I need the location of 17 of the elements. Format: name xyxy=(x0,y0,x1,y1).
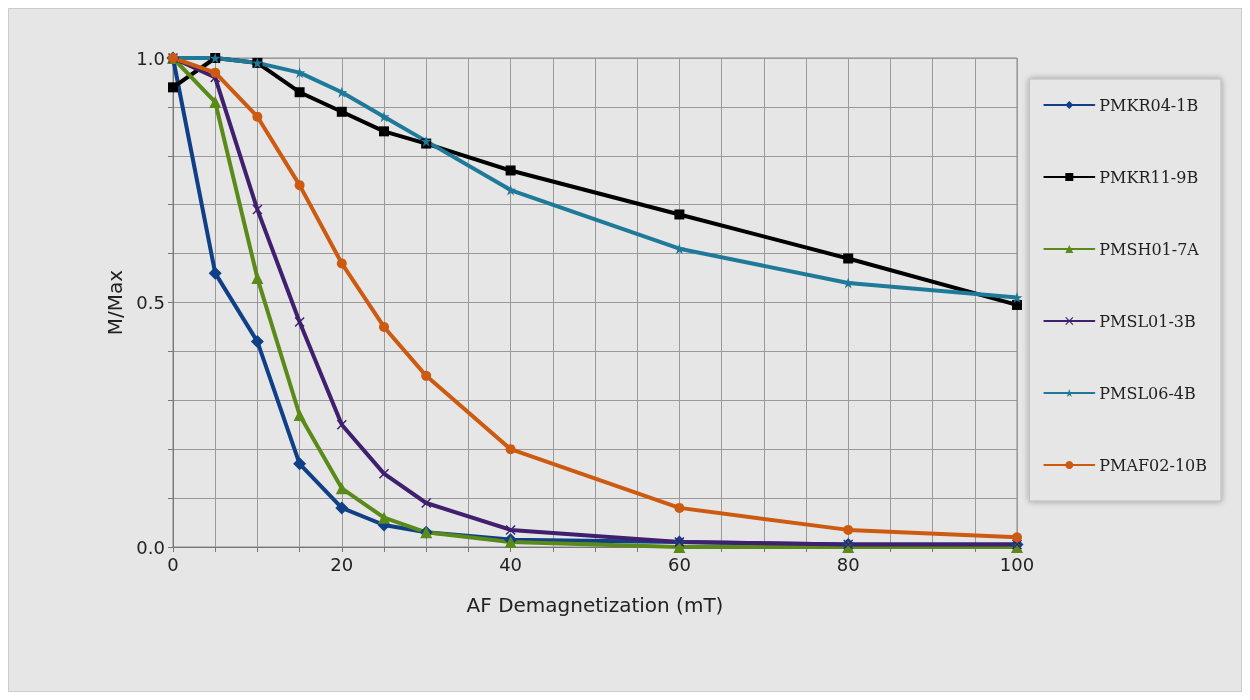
legend-label: PMSL06-4B xyxy=(1099,383,1196,403)
y-tick-label: 1.0 xyxy=(136,47,165,69)
x-tick-label: 40 xyxy=(499,553,523,575)
x-tick-label: 100 xyxy=(999,553,1035,575)
y-tick-label: 0.0 xyxy=(136,536,165,558)
x-axis-title: AF Demagnetization (mT) xyxy=(466,593,724,617)
legend-label: PMAF02-10B xyxy=(1099,455,1207,475)
y-tick-label: 0.5 xyxy=(136,292,165,313)
x-tick-label: 20 xyxy=(330,553,354,575)
y-axis-title: M/Max xyxy=(103,269,127,336)
x-tick-label: 0 xyxy=(167,553,179,575)
legend-label: PMSL01-3B xyxy=(1099,311,1196,331)
legend-label: PMKR04-1B xyxy=(1099,95,1199,115)
legend-label: PMKR11-9B xyxy=(1099,167,1199,187)
x-tick-label: 80 xyxy=(836,553,860,575)
x-tick-label: 60 xyxy=(667,553,691,575)
legend-label: PMSH01-7A xyxy=(1099,239,1200,259)
